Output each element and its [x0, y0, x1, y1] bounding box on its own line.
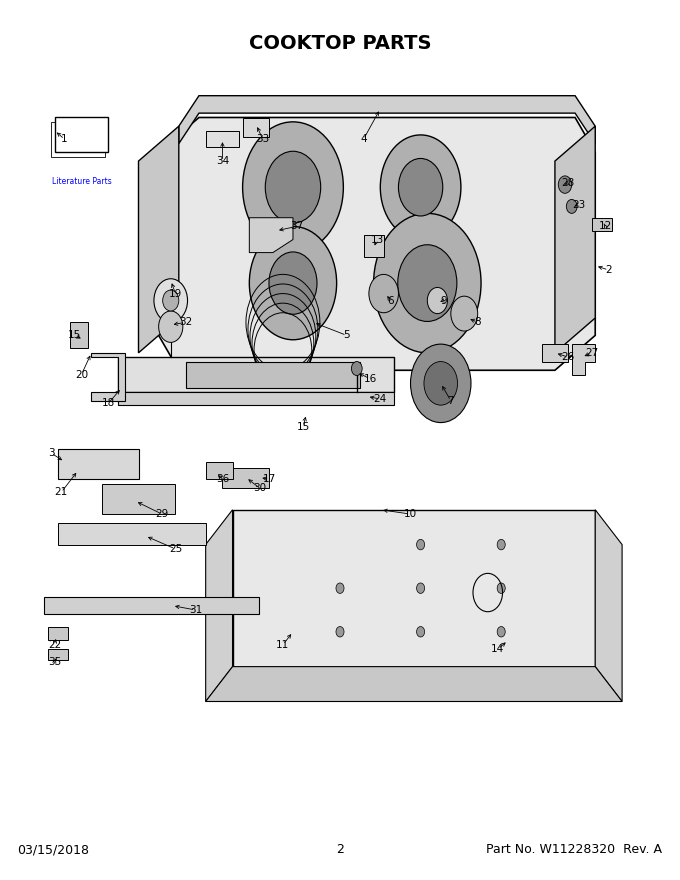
Text: 8: 8 [475, 318, 481, 327]
Text: 32: 32 [179, 318, 192, 327]
Text: COOKTOP PARTS: COOKTOP PARTS [249, 34, 431, 53]
Text: 6: 6 [387, 296, 394, 305]
Polygon shape [541, 344, 568, 362]
Polygon shape [595, 510, 622, 701]
Polygon shape [243, 118, 269, 136]
Text: 13: 13 [371, 234, 384, 245]
Text: 15: 15 [296, 422, 309, 432]
Text: 7: 7 [447, 396, 454, 406]
Text: 33: 33 [256, 135, 269, 144]
Text: 24: 24 [374, 394, 387, 404]
Text: 17: 17 [263, 474, 276, 484]
Polygon shape [44, 597, 259, 614]
Circle shape [451, 297, 477, 331]
Polygon shape [572, 344, 595, 375]
Text: 36: 36 [216, 474, 229, 484]
Text: 16: 16 [364, 374, 377, 384]
Circle shape [558, 176, 572, 194]
Polygon shape [48, 649, 68, 660]
Text: 31: 31 [189, 605, 202, 615]
Text: 20: 20 [75, 370, 88, 379]
Polygon shape [205, 510, 233, 701]
Circle shape [154, 279, 188, 322]
Text: 37: 37 [290, 222, 303, 231]
Text: 1: 1 [61, 135, 68, 144]
Circle shape [250, 226, 337, 340]
Circle shape [417, 583, 424, 593]
Circle shape [417, 627, 424, 637]
Text: 9: 9 [441, 296, 447, 305]
Polygon shape [48, 627, 68, 641]
Polygon shape [205, 667, 622, 701]
Circle shape [566, 200, 577, 213]
Circle shape [269, 252, 317, 314]
Text: 30: 30 [253, 483, 266, 493]
Circle shape [424, 362, 458, 405]
Circle shape [352, 362, 362, 376]
Text: 14: 14 [491, 644, 505, 654]
Polygon shape [250, 217, 293, 253]
Text: 23: 23 [572, 200, 585, 209]
Polygon shape [364, 235, 384, 257]
Circle shape [243, 121, 343, 253]
Polygon shape [101, 484, 175, 514]
Text: 35: 35 [48, 657, 61, 667]
Circle shape [411, 344, 471, 422]
Text: 27: 27 [585, 348, 598, 358]
Circle shape [265, 151, 321, 224]
Polygon shape [555, 126, 595, 353]
Polygon shape [58, 523, 205, 545]
Text: 34: 34 [216, 156, 229, 166]
Circle shape [158, 311, 183, 342]
Circle shape [373, 213, 481, 353]
Polygon shape [222, 468, 269, 488]
Polygon shape [592, 217, 612, 231]
Polygon shape [205, 462, 233, 480]
Text: 11: 11 [276, 640, 290, 649]
Polygon shape [205, 130, 239, 147]
Circle shape [427, 288, 447, 313]
Polygon shape [58, 449, 139, 480]
Polygon shape [139, 126, 179, 353]
Circle shape [163, 290, 179, 311]
Text: 19: 19 [169, 289, 182, 298]
Text: 29: 29 [156, 510, 169, 519]
Polygon shape [179, 96, 595, 143]
Text: 22: 22 [48, 640, 61, 649]
Circle shape [497, 583, 505, 593]
Polygon shape [70, 322, 88, 348]
Circle shape [336, 583, 344, 593]
Polygon shape [233, 510, 595, 667]
Polygon shape [186, 362, 360, 388]
Text: 5: 5 [343, 330, 350, 341]
Text: Literature Parts: Literature Parts [52, 177, 112, 186]
Text: 18: 18 [101, 399, 115, 408]
Polygon shape [158, 118, 595, 370]
Text: 4: 4 [360, 135, 367, 144]
Text: 12: 12 [598, 222, 612, 231]
Text: 26: 26 [562, 352, 575, 363]
Text: 21: 21 [54, 488, 68, 497]
Circle shape [497, 627, 505, 637]
Polygon shape [118, 357, 394, 392]
Text: 28: 28 [562, 178, 575, 187]
Circle shape [497, 539, 505, 550]
Text: 2: 2 [336, 843, 344, 856]
Text: 2: 2 [605, 265, 612, 275]
Polygon shape [118, 392, 394, 405]
Text: 15: 15 [68, 330, 82, 341]
Circle shape [380, 135, 461, 239]
Text: 25: 25 [169, 544, 182, 554]
Polygon shape [54, 118, 108, 152]
Text: Part No. W11228320  Rev. A: Part No. W11228320 Rev. A [486, 843, 662, 856]
Circle shape [398, 158, 443, 216]
Text: 03/15/2018: 03/15/2018 [18, 843, 90, 856]
Polygon shape [92, 353, 125, 400]
Text: 10: 10 [404, 510, 417, 519]
Circle shape [369, 275, 398, 312]
Text: 3: 3 [48, 448, 54, 458]
Circle shape [417, 539, 424, 550]
Circle shape [398, 245, 457, 321]
Circle shape [336, 627, 344, 637]
